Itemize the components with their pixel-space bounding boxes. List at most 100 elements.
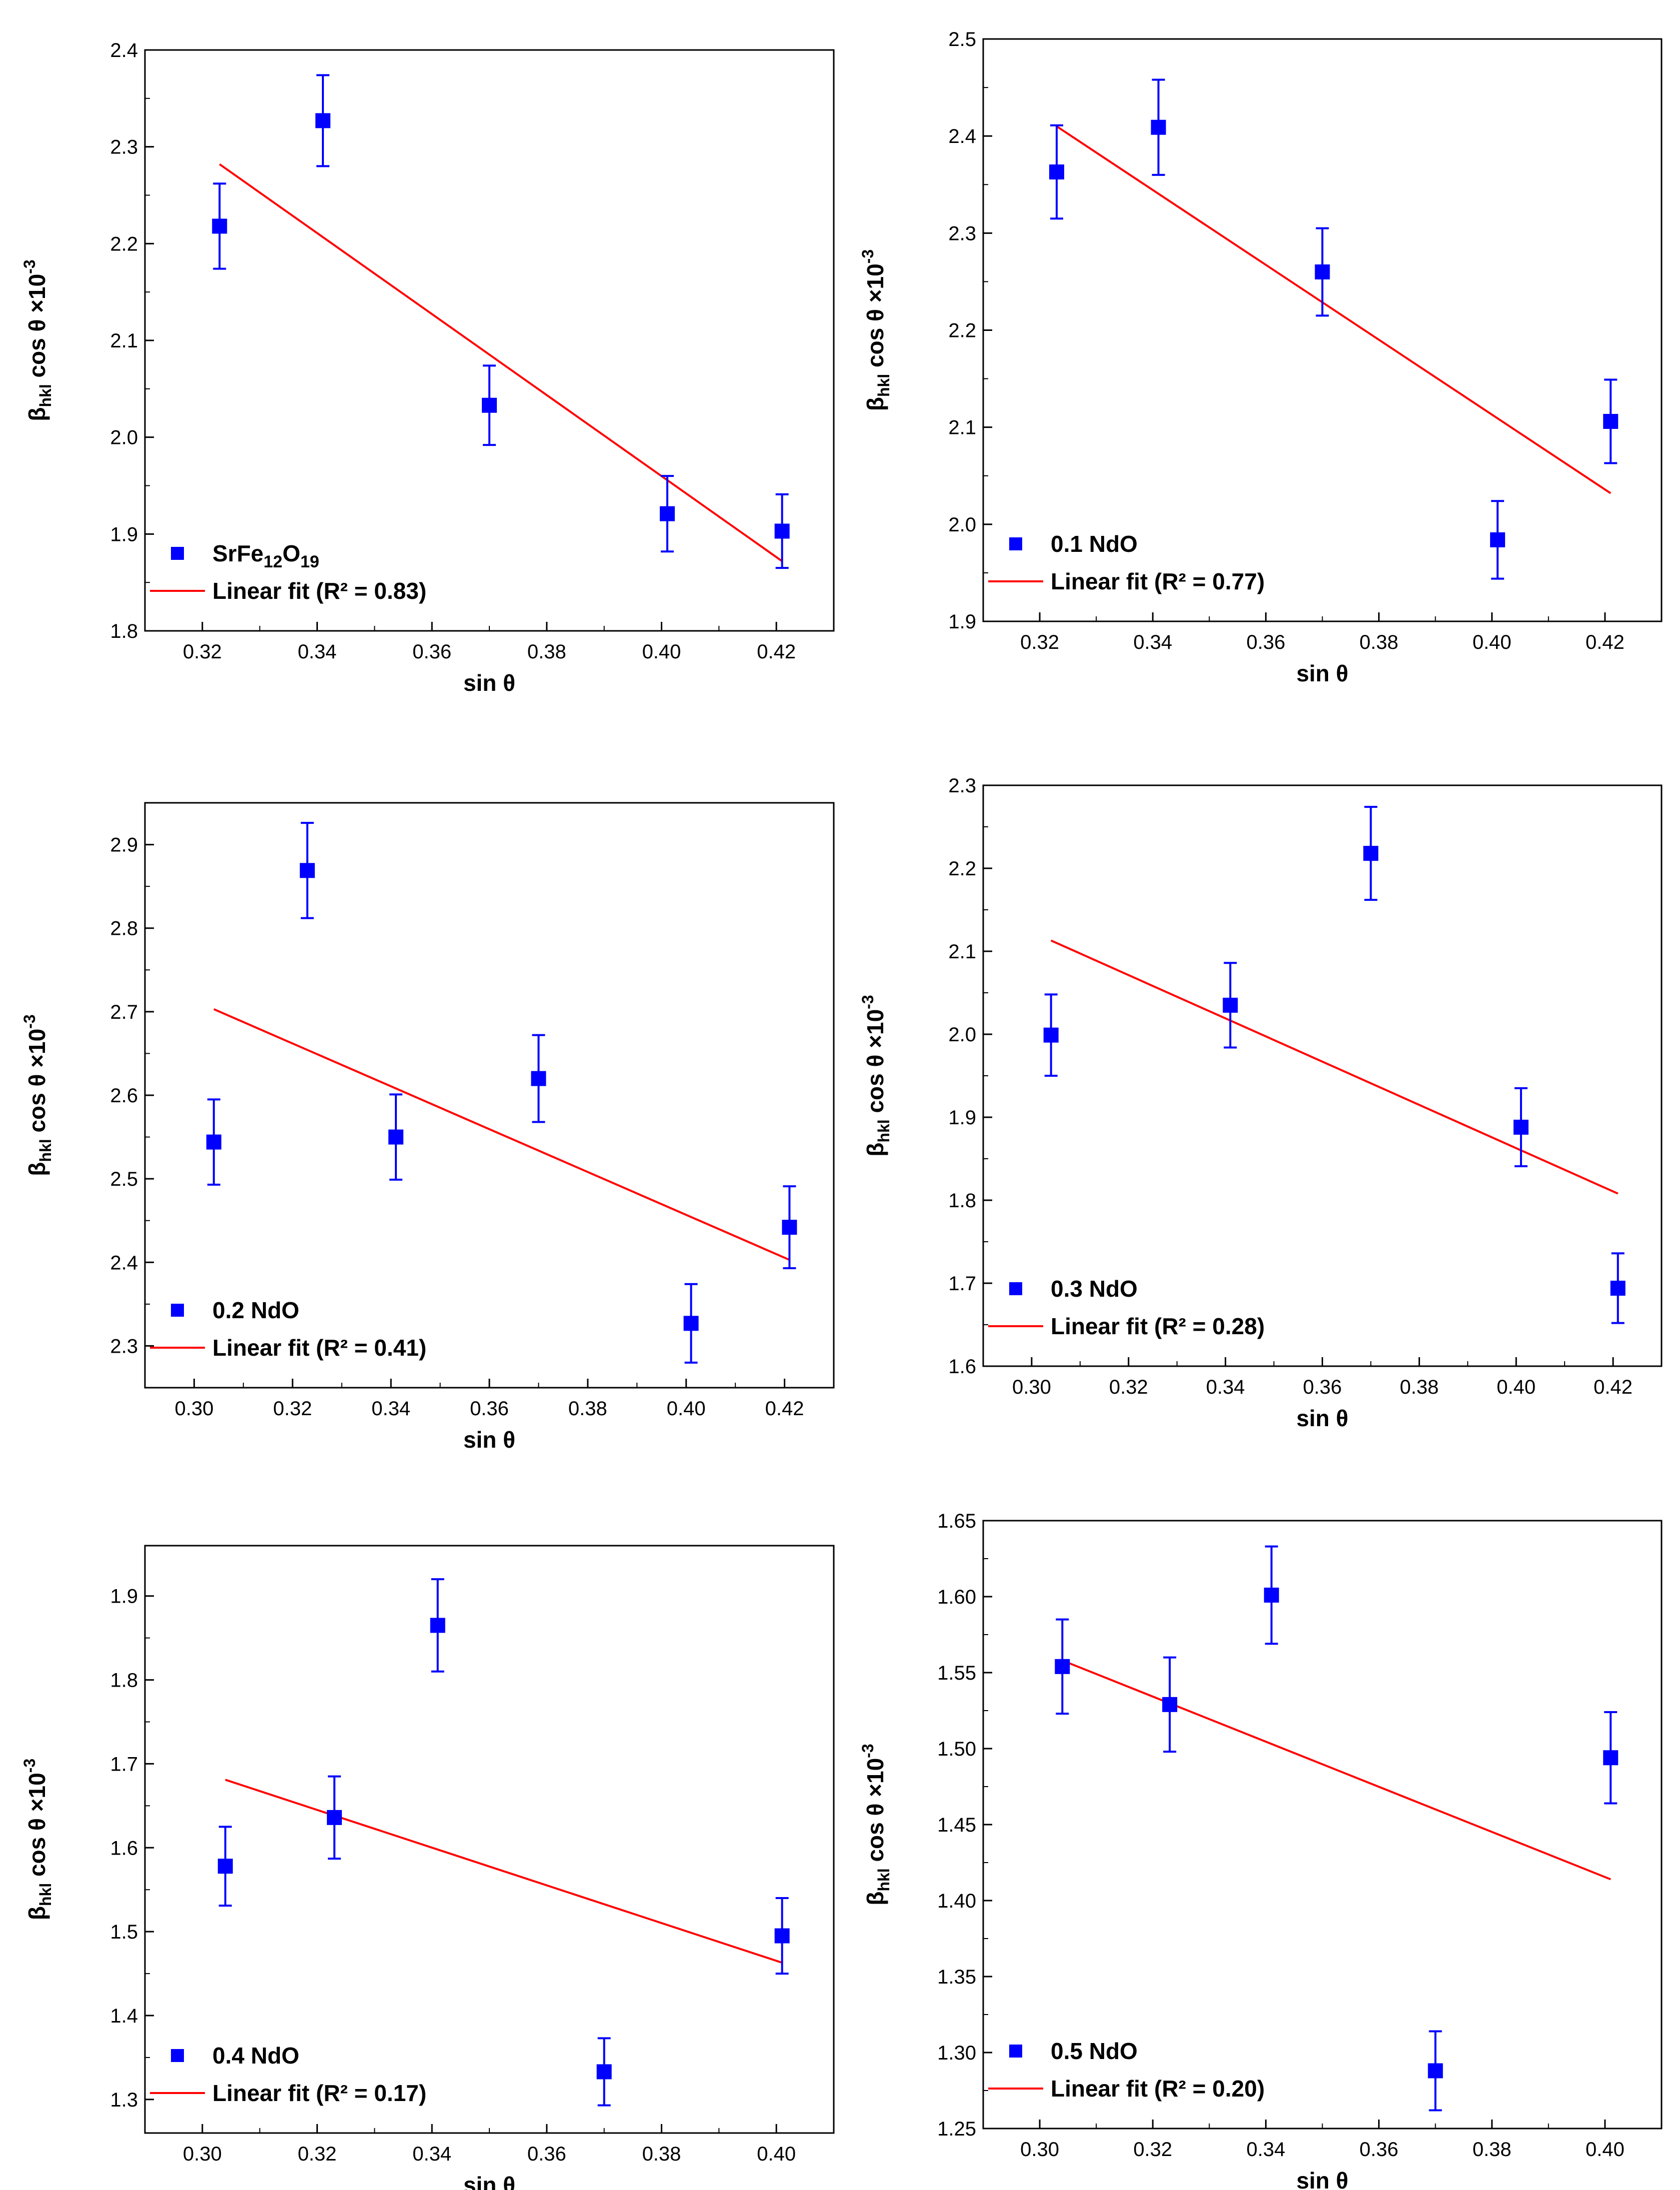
x-tick-label: 0.36 <box>527 2143 566 2165</box>
chart-panel-2: 0.32 0.34 0.36 0.38 0.40 0.42 1.9 2.0 2.1 2.2 2.3 2… <box>859 28 1663 686</box>
legend-label-sub: 12 <box>263 552 282 571</box>
y-tick-label: 1.8 <box>948 1190 976 1212</box>
x-tick-label: 0.30 <box>174 1398 213 1420</box>
x-tick-label: 0.40 <box>1586 2139 1625 2161</box>
linear-fit-line <box>1062 1659 1611 1881</box>
legend-fit-label: Linear fit (R² = 0.77) <box>1051 568 1265 594</box>
y-label-sup: -3 <box>20 1759 38 1773</box>
y-tick-label: 2.7 <box>110 1001 138 1023</box>
y-tick-label: 1.45 <box>937 1814 976 1836</box>
y-label-main: cos θ ×10 <box>24 274 50 384</box>
y-tick-label: 1.9 <box>110 1586 138 1608</box>
data-point <box>1151 119 1166 135</box>
x-tick-label: 0.32 <box>298 2143 337 2165</box>
legend-fit-label: Linear fit (R² = 0.41) <box>212 1335 426 1361</box>
y-axis-label: βhkl cos θ ×10-3 <box>20 259 54 421</box>
plot-frame <box>982 1520 1663 2130</box>
data-point <box>1162 1697 1178 1712</box>
y-tick-label: 1.30 <box>937 2042 976 2064</box>
x-tick-label: 0.38 <box>1400 1376 1439 1398</box>
y-tick-label: 1.8 <box>110 620 138 642</box>
legend-point-marker <box>171 2049 184 2062</box>
y-tick-label: 2.3 <box>110 136 138 158</box>
x-tick-label: 0.32 <box>273 1398 312 1420</box>
data-point <box>1315 264 1330 279</box>
legend-point-marker <box>1009 1282 1022 1295</box>
legend-points-label: 0.4 NdO <box>212 2043 299 2069</box>
x-tick-label: 0.40 <box>1497 1376 1536 1398</box>
x-tick-label: 0.36 <box>412 641 451 663</box>
x-tick-label: 0.34 <box>1246 2139 1285 2161</box>
y-label-sub: hkl <box>36 1139 54 1162</box>
y-tick-label: 1.8 <box>110 1670 138 1692</box>
y-tick-label: 2.0 <box>948 514 976 536</box>
data-point <box>1264 1587 1279 1603</box>
x-tick-label: 0.32 <box>183 641 222 663</box>
data-point <box>482 397 497 413</box>
chart-panel-3: 0.30 0.32 0.34 0.36 0.38 0.40 0.42 2.3 2.4 2.5 2.6… <box>20 802 835 1453</box>
legend-label-part: SrFe <box>212 540 263 566</box>
x-tick-label: 0.40 <box>757 2143 796 2165</box>
y-axis-label: βhkl cos θ ×10-3 <box>20 1759 54 1920</box>
y-label-sub: hkl <box>875 374 893 397</box>
linear-fit-line <box>1050 939 1619 1195</box>
x-tick-label: 0.36 <box>470 1398 509 1420</box>
chart-panel-5: 0.30 0.32 0.34 0.36 0.38 0.40 1.3 1.4 1.5 1.6 1.7 1… <box>20 1545 835 2190</box>
data-point <box>315 113 330 128</box>
y-label-sup: -3 <box>20 259 38 273</box>
linear-fit-line <box>213 1008 790 1261</box>
y-axis-label: βhkl cos θ ×10-3 <box>20 1014 54 1176</box>
legend-point-marker <box>1009 537 1022 550</box>
legend-fit-label: Linear fit (R² = 0.20) <box>1051 2076 1265 2102</box>
y-label-beta: β <box>862 397 888 411</box>
y-tick-label: 1.4 <box>110 2005 138 2027</box>
y-tick-label: 2.2 <box>110 233 138 255</box>
x-axis-label: sin θ <box>463 670 515 696</box>
x-axis-label: sin θ <box>1296 660 1348 686</box>
y-axis-label: βhkl cos θ ×10-3 <box>859 249 893 411</box>
y-tick-label: 2.4 <box>110 1252 138 1274</box>
y-tick-label: 2.1 <box>948 417 976 439</box>
x-axis-label: sin θ <box>1296 2168 1348 2190</box>
linear-fit-line <box>225 1779 783 1964</box>
y-tick-label: 1.3 <box>110 2089 138 2111</box>
legend-label-sub: 19 <box>300 552 319 571</box>
data-point <box>1223 997 1238 1013</box>
linear-fit-line <box>1056 125 1612 494</box>
data-point <box>1043 1027 1059 1043</box>
data-point <box>596 2064 612 2080</box>
data-point <box>217 1859 233 1874</box>
y-label-main: cos θ ×10 <box>862 263 888 374</box>
y-tick-label: 2.2 <box>948 320 976 342</box>
y-tick-label: 2.0 <box>948 1024 976 1046</box>
x-tick-label: 0.30 <box>1012 1376 1051 1398</box>
y-tick-label: 1.7 <box>110 1753 138 1775</box>
y-tick-label: 1.25 <box>937 2118 976 2140</box>
y-label-beta: β <box>24 407 50 421</box>
y-label-main: cos θ ×10 <box>24 1773 50 1883</box>
y-tick-label: 2.1 <box>948 941 976 963</box>
y-tick-label: 2.1 <box>110 330 138 352</box>
x-tick-label: 0.42 <box>765 1398 804 1420</box>
data-point <box>1490 532 1506 547</box>
x-tick-label: 0.40 <box>667 1398 706 1420</box>
data-point <box>1428 2063 1443 2079</box>
x-tick-label: 0.38 <box>642 2143 681 2165</box>
legend-fit-label: Linear fit (R² = 0.28) <box>1051 1313 1265 1339</box>
x-tick-label: 0.34 <box>371 1398 410 1420</box>
data-point <box>206 1134 221 1150</box>
x-tick-label: 0.38 <box>568 1398 607 1420</box>
data-point <box>299 863 315 878</box>
x-tick-label: 0.38 <box>1473 2139 1512 2161</box>
data-point <box>774 1928 790 1944</box>
x-tick-label: 0.40 <box>642 641 681 663</box>
y-tick-label: 1.9 <box>948 611 976 633</box>
legend-point-marker <box>1009 2045 1022 2058</box>
y-tick-label: 2.4 <box>948 125 976 147</box>
y-tick-label: 2.6 <box>110 1085 138 1107</box>
data-point <box>388 1129 403 1145</box>
data-point <box>659 506 675 521</box>
x-tick-label: 0.36 <box>1246 631 1285 653</box>
x-axis-label: sin θ <box>463 1427 515 1453</box>
legend-point-marker <box>171 547 184 560</box>
